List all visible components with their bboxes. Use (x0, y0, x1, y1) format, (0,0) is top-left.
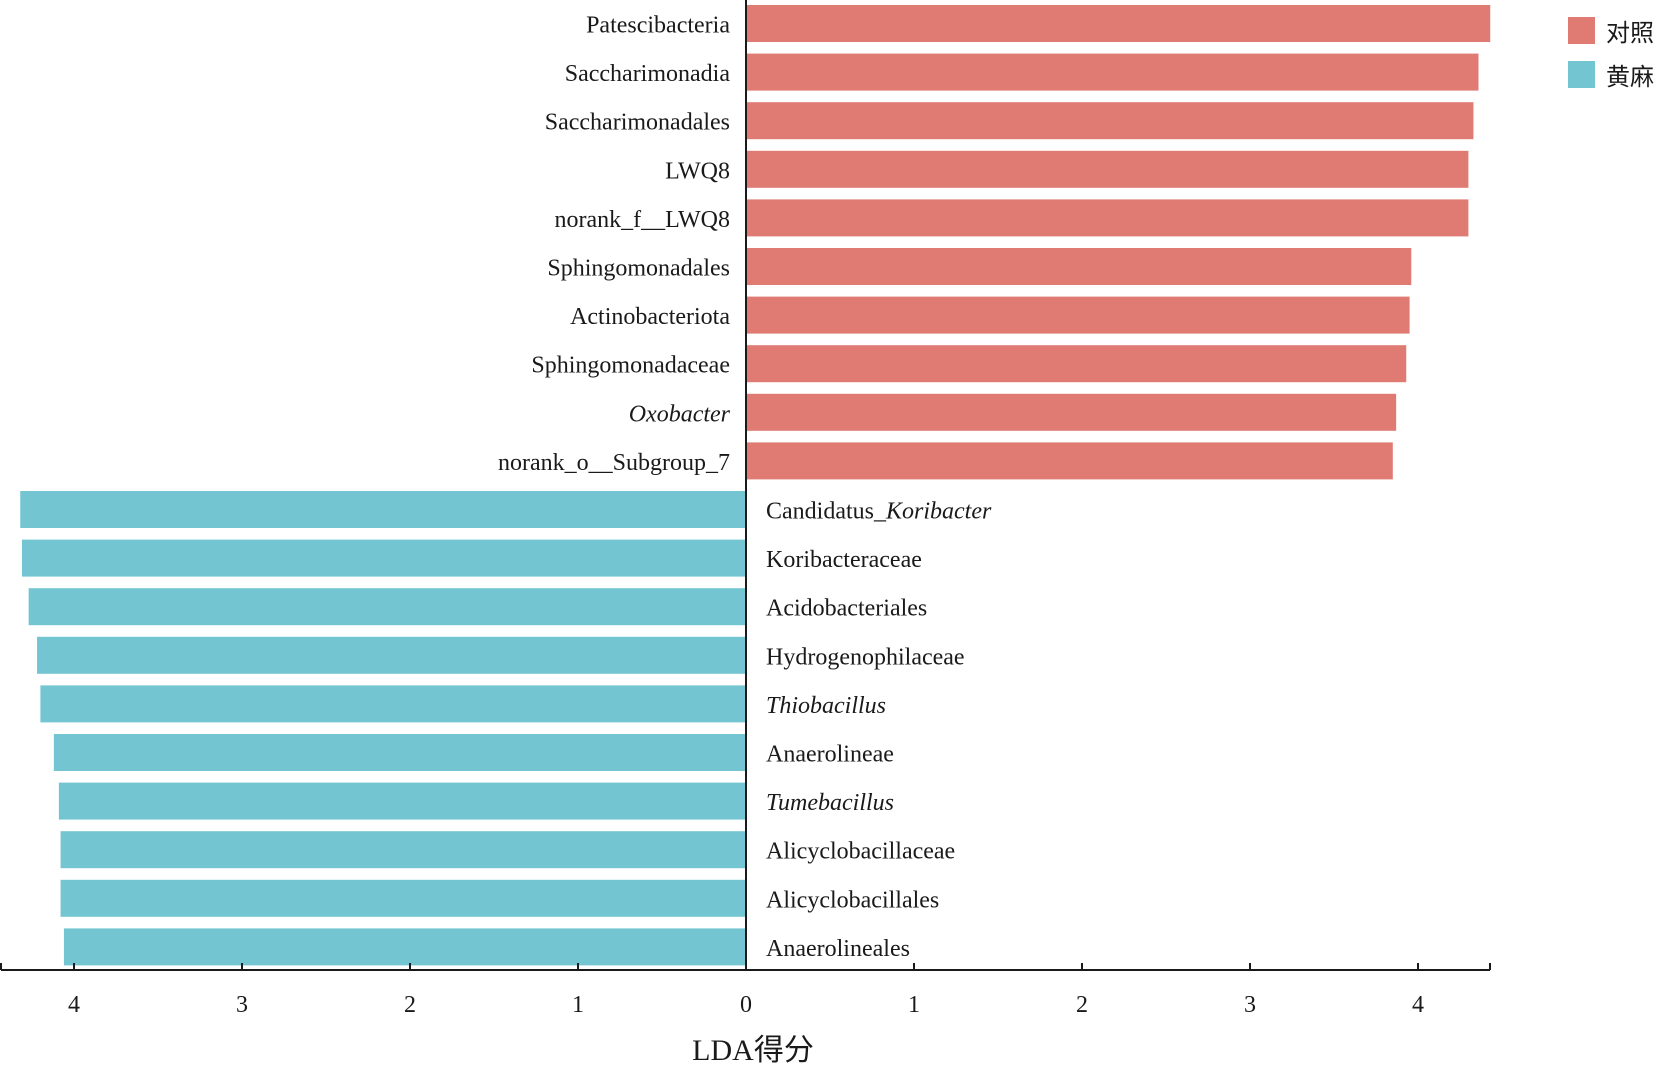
label-italic-text: Oxobacter (629, 401, 731, 427)
x-tick-label-right: 2 (1076, 992, 1088, 1018)
x-tick-label-right: 3 (1244, 992, 1256, 1018)
category-label: Alicyclobacillales (766, 887, 939, 913)
category-label: Hydrogenophilaceae (766, 644, 965, 670)
bar-control (746, 53, 1479, 91)
category-label: Anaerolineales (766, 936, 910, 962)
x-tick-label-right: 0 (740, 992, 752, 1018)
legend-item-jute: 黄麻 (1568, 52, 1654, 96)
legend-swatch-jute (1568, 60, 1595, 88)
label-italic-text: Tumebacillus (766, 790, 894, 816)
bar-jute (37, 636, 747, 674)
label-italic-text: Koribacter (885, 499, 992, 525)
bar-control (746, 248, 1412, 285)
bar-jute (40, 685, 746, 723)
label-text: Alicyclobacillaceae (766, 839, 955, 865)
label-text: norank_f__LWQ8 (555, 207, 731, 233)
category-label: Tumebacillus (766, 790, 894, 816)
label-text: Actinobacteriota (570, 304, 730, 330)
category-label: Anaerolineae (766, 742, 894, 768)
bar-control (746, 442, 1393, 480)
category-label: Sphingomonadaceae (531, 353, 730, 379)
x-tick-label-right: 1 (908, 992, 920, 1018)
bar-control (746, 5, 1491, 42)
label-text: Saccharimonadales (545, 110, 730, 136)
category-label: Candidatus_Koribacter (766, 499, 992, 525)
category-label: Patescibacteria (586, 13, 730, 39)
category-label: Actinobacteriota (570, 304, 730, 330)
category-label: Koribacteraceae (766, 547, 922, 573)
bar-jute (20, 491, 747, 528)
category-label: Saccharimonadia (565, 61, 731, 87)
label-text: LWQ8 (665, 158, 730, 184)
legend-item-control: 对照 (1568, 8, 1654, 52)
bar-jute (21, 539, 747, 577)
bar-control (746, 199, 1469, 237)
bar-jute (28, 588, 746, 626)
label-text: Saccharimonadia (565, 61, 731, 87)
category-label: Thiobacillus (766, 693, 886, 719)
legend-swatch-control (1568, 16, 1595, 44)
bar-jute (53, 734, 746, 771)
x-tick-label-left: 3 (236, 992, 248, 1018)
category-label: Alicyclobacillaceae (766, 839, 955, 865)
label-text: Anaerolineae (766, 742, 894, 768)
category-label: norank_o__Subgroup_7 (498, 450, 730, 476)
label-text: Sphingomonadales (547, 256, 730, 282)
x-tick-label-left: 4 (68, 992, 80, 1018)
bars-group (20, 5, 1491, 966)
x-tick-label-left: 1 (572, 992, 584, 1018)
label-text: Acidobacteriales (766, 596, 927, 622)
axes-group: 4 3 2 1 0 1 2 3 4 (0, 0, 1491, 1018)
label-text: Candidatus_ (766, 499, 887, 525)
legend: 对照 黄麻 (1568, 8, 1654, 96)
x-tick-label-right: 4 (1412, 992, 1424, 1018)
category-label: Sphingomonadales (547, 256, 730, 282)
bar-jute (58, 782, 746, 820)
category-label: norank_f__LWQ8 (555, 207, 731, 233)
bar-control (746, 393, 1397, 431)
label-text: Anaerolineales (766, 936, 910, 962)
bar-control (746, 345, 1407, 383)
label-text: norank_o__Subgroup_7 (498, 450, 730, 476)
legend-label-control: 对照 (1606, 18, 1654, 47)
category-label: LWQ8 (665, 158, 730, 184)
label-italic-text: Thiobacillus (766, 693, 886, 719)
bar-control (746, 102, 1474, 140)
category-label: Acidobacteriales (766, 596, 927, 622)
category-labels: Patescibacteria Saccharimonadia Saccharimo… (498, 13, 992, 962)
bar-jute (60, 831, 747, 869)
x-axis-title: LDA得分 (692, 1034, 814, 1067)
legend-label-jute: 黄麻 (1606, 62, 1654, 91)
label-text: Patescibacteria (586, 13, 730, 39)
bar-control (746, 150, 1469, 188)
bar-jute (60, 879, 747, 917)
label-text: Sphingomonadaceae (531, 353, 730, 379)
bar-jute (63, 928, 747, 966)
category-label: Oxobacter (629, 401, 731, 427)
x-tick-label-left: 2 (404, 992, 416, 1018)
label-text: Hydrogenophilaceae (766, 644, 965, 670)
label-text: Alicyclobacillales (766, 887, 939, 913)
bar-control (746, 296, 1410, 334)
category-label: Saccharimonadales (545, 110, 730, 136)
label-text: Koribacteraceae (766, 547, 922, 573)
